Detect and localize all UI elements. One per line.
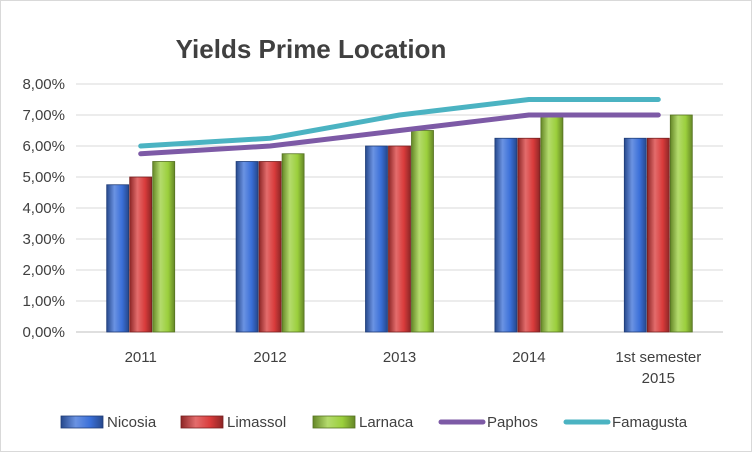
bar-larnaca bbox=[540, 114, 564, 333]
legend-label-nicosia: Nicosia bbox=[107, 414, 157, 431]
bar-limassol bbox=[646, 137, 670, 333]
bar-larnaca bbox=[152, 161, 176, 333]
bar-limassol bbox=[388, 145, 411, 333]
legend-label-limassol: Limassol bbox=[227, 414, 286, 431]
y-tick-label: 4,00% bbox=[22, 200, 65, 217]
legend-label-larnaca: Larnaca bbox=[359, 414, 414, 431]
y-tick-label: 8,00% bbox=[22, 76, 65, 93]
legend-swatch-limassol bbox=[180, 415, 224, 429]
x-tick-label: 2013 bbox=[383, 349, 416, 366]
y-tick-label: 6,00% bbox=[22, 138, 65, 155]
legend-swatch-larnaca bbox=[312, 415, 356, 429]
y-tick-label: 2,00% bbox=[22, 262, 65, 279]
x-axis-tick-labels: 2011 2012 2013 2014 1st semester 2015 bbox=[125, 349, 702, 387]
x-tick-label: 2011 bbox=[125, 349, 157, 366]
bar-nicosia bbox=[106, 184, 130, 333]
bar-larnaca bbox=[669, 114, 693, 333]
bar-larnaca bbox=[281, 153, 305, 333]
bar-limassol bbox=[517, 137, 541, 333]
bar-nicosia bbox=[235, 161, 259, 333]
bar-limassol bbox=[258, 161, 282, 333]
y-tick-label: 7,00% bbox=[22, 107, 65, 124]
y-tick-label: 0,00% bbox=[22, 324, 65, 341]
x-tick-label: 1st semester bbox=[615, 349, 701, 366]
bar-nicosia bbox=[623, 137, 647, 333]
legend-label-paphos: Paphos bbox=[487, 414, 538, 431]
y-tick-label: 1,00% bbox=[22, 293, 65, 310]
legend-label-famagusta: Famagusta bbox=[612, 414, 688, 431]
bar-nicosia bbox=[365, 145, 388, 333]
bar-nicosia bbox=[494, 137, 518, 333]
line-famagusta bbox=[138, 97, 661, 149]
x-tick-label: 2015 bbox=[642, 370, 675, 387]
legend-swatch-nicosia bbox=[60, 415, 104, 429]
x-tick-label: 2014 bbox=[512, 349, 545, 366]
bar-limassol bbox=[129, 176, 153, 333]
y-tick-label: 5,00% bbox=[22, 169, 65, 186]
y-axis-tick-labels: 0,00% 1,00% 2,00% 3,00% 4,00% 5,00% 6,00% 7,00%… bbox=[22, 76, 65, 341]
series-lines bbox=[138, 97, 661, 157]
bars bbox=[106, 114, 693, 333]
legend: Nicosia Limassol Larnaca Paphos Famagusta bbox=[60, 414, 688, 431]
y-tick-label: 3,00% bbox=[22, 231, 65, 248]
line-paphos bbox=[138, 112, 661, 157]
bar-larnaca bbox=[411, 130, 434, 333]
chart-title: Yields Prime Location bbox=[176, 34, 447, 64]
x-tick-label: 2012 bbox=[253, 349, 286, 366]
